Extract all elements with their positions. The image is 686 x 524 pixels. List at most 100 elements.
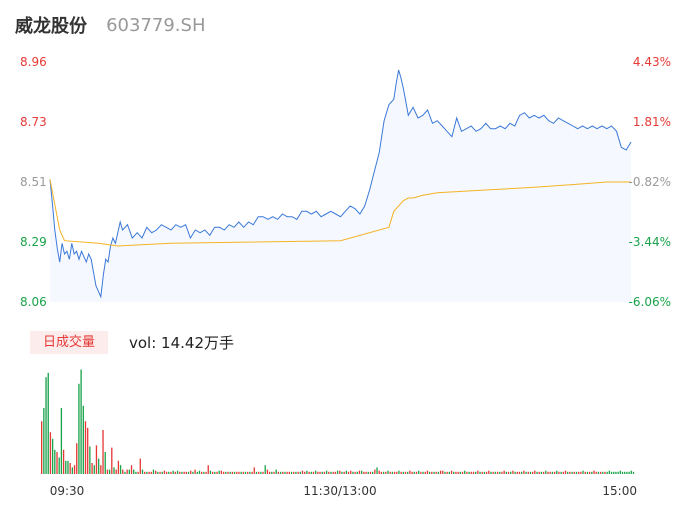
volume-bar [626, 471, 628, 474]
volume-bar [538, 471, 540, 474]
volume-bar [567, 471, 569, 474]
volume-bar [157, 471, 159, 474]
volume-bar [398, 470, 400, 474]
volume-bar [304, 471, 306, 474]
volume-bar [352, 471, 354, 474]
volume-bar [165, 471, 168, 474]
volume-bar [556, 470, 558, 474]
volume-bar [422, 471, 424, 474]
volume-bar [599, 471, 602, 474]
volume-bar [411, 471, 413, 474]
volume-bar [448, 471, 451, 474]
volume-bar [146, 471, 148, 474]
volume-bar [380, 471, 383, 474]
volume-bar [45, 377, 47, 474]
volume-bar [470, 471, 472, 474]
volume-bar [343, 471, 345, 474]
volume-bar [183, 471, 185, 474]
volume-bar [433, 471, 435, 474]
volume-bar [130, 465, 133, 474]
y-tick-left: 8.51 [20, 175, 47, 189]
volume-bar [229, 471, 231, 474]
volume-bar [277, 471, 280, 474]
volume-bar [102, 430, 104, 474]
volume-bar [113, 467, 115, 474]
volume-bar [393, 471, 396, 474]
volume-bar [437, 471, 440, 474]
volume-bar [334, 471, 337, 474]
volume-bar [299, 471, 301, 474]
volume-bar [444, 471, 446, 474]
volume-bar [87, 427, 89, 474]
volume-bar [588, 471, 591, 474]
volume-bar [179, 471, 181, 474]
volume-bar [271, 471, 273, 474]
x-tick-label: 11:30/13:00 [303, 484, 376, 498]
volume-bar [137, 471, 139, 474]
volume-bar [485, 471, 488, 474]
volume-bar [319, 471, 321, 474]
volume-bar [356, 471, 358, 474]
stock-header: 威龙股份 603779.SH [15, 12, 206, 40]
volume-bar [185, 471, 187, 474]
volume-bar [141, 469, 144, 474]
volume-bar [613, 471, 615, 474]
volume-bar [251, 471, 253, 474]
volume-bar [108, 469, 111, 474]
volume-bar [297, 471, 299, 474]
volume-bar [575, 471, 578, 474]
volume-bar [595, 471, 597, 474]
volume-bar [236, 471, 238, 474]
volume-bar [378, 470, 380, 474]
volume-bar [170, 471, 172, 474]
volume-bar [523, 470, 525, 474]
volume-bar [225, 471, 227, 474]
volume-bar [512, 470, 514, 474]
volume-bar [284, 471, 286, 474]
volume-bar [545, 470, 547, 474]
volume-bar [308, 471, 310, 474]
volume-bar [144, 471, 146, 474]
volume-bar [93, 465, 95, 474]
volume-bar [562, 471, 564, 474]
price-panel: 8.96 8.73 8.51 8.29 8.06 4.43% 1.81% -0.82% -3.4… [20, 55, 671, 309]
volume-bar [558, 471, 560, 474]
volume-bar [264, 465, 266, 474]
volume-bar [69, 463, 71, 474]
volume-bar [275, 469, 277, 474]
daily-volume-tab[interactable]: 日成交量 [30, 331, 108, 354]
volume-bar [122, 469, 124, 474]
volume-bar [273, 471, 275, 474]
volume-bar [387, 470, 389, 474]
volume-bar [578, 471, 580, 474]
volume-bar [347, 471, 350, 474]
volume-bar [260, 471, 262, 474]
volume-bar [521, 471, 523, 474]
volume-bar [203, 471, 205, 474]
volume-bar [43, 408, 45, 474]
volume-bar [240, 471, 242, 474]
volume-bar [531, 471, 534, 474]
volume-bar [244, 471, 247, 474]
volume-bar [580, 471, 582, 474]
time-axis: 09:30 11:30/13:00 15:00 [50, 484, 637, 498]
y-tick-right: -0.82% [629, 175, 671, 189]
volume-bar [404, 471, 407, 474]
x-tick-label: 09:30 [50, 484, 85, 498]
stock-code: 603779.SH [106, 14, 206, 36]
volume-bar [201, 471, 203, 474]
volume-bar [624, 471, 626, 474]
volume-bar [536, 471, 538, 474]
volume-bar [402, 471, 404, 474]
volume-bar [314, 470, 317, 474]
volume-bar [586, 471, 589, 474]
volume-bar [472, 471, 475, 474]
volume-bar [534, 470, 536, 474]
volume-bar [97, 458, 100, 474]
volume-bar [187, 471, 190, 474]
volume-bar [253, 467, 255, 474]
volume-bar [218, 470, 220, 474]
volume-bar [306, 470, 308, 474]
volume-bar [499, 471, 501, 474]
